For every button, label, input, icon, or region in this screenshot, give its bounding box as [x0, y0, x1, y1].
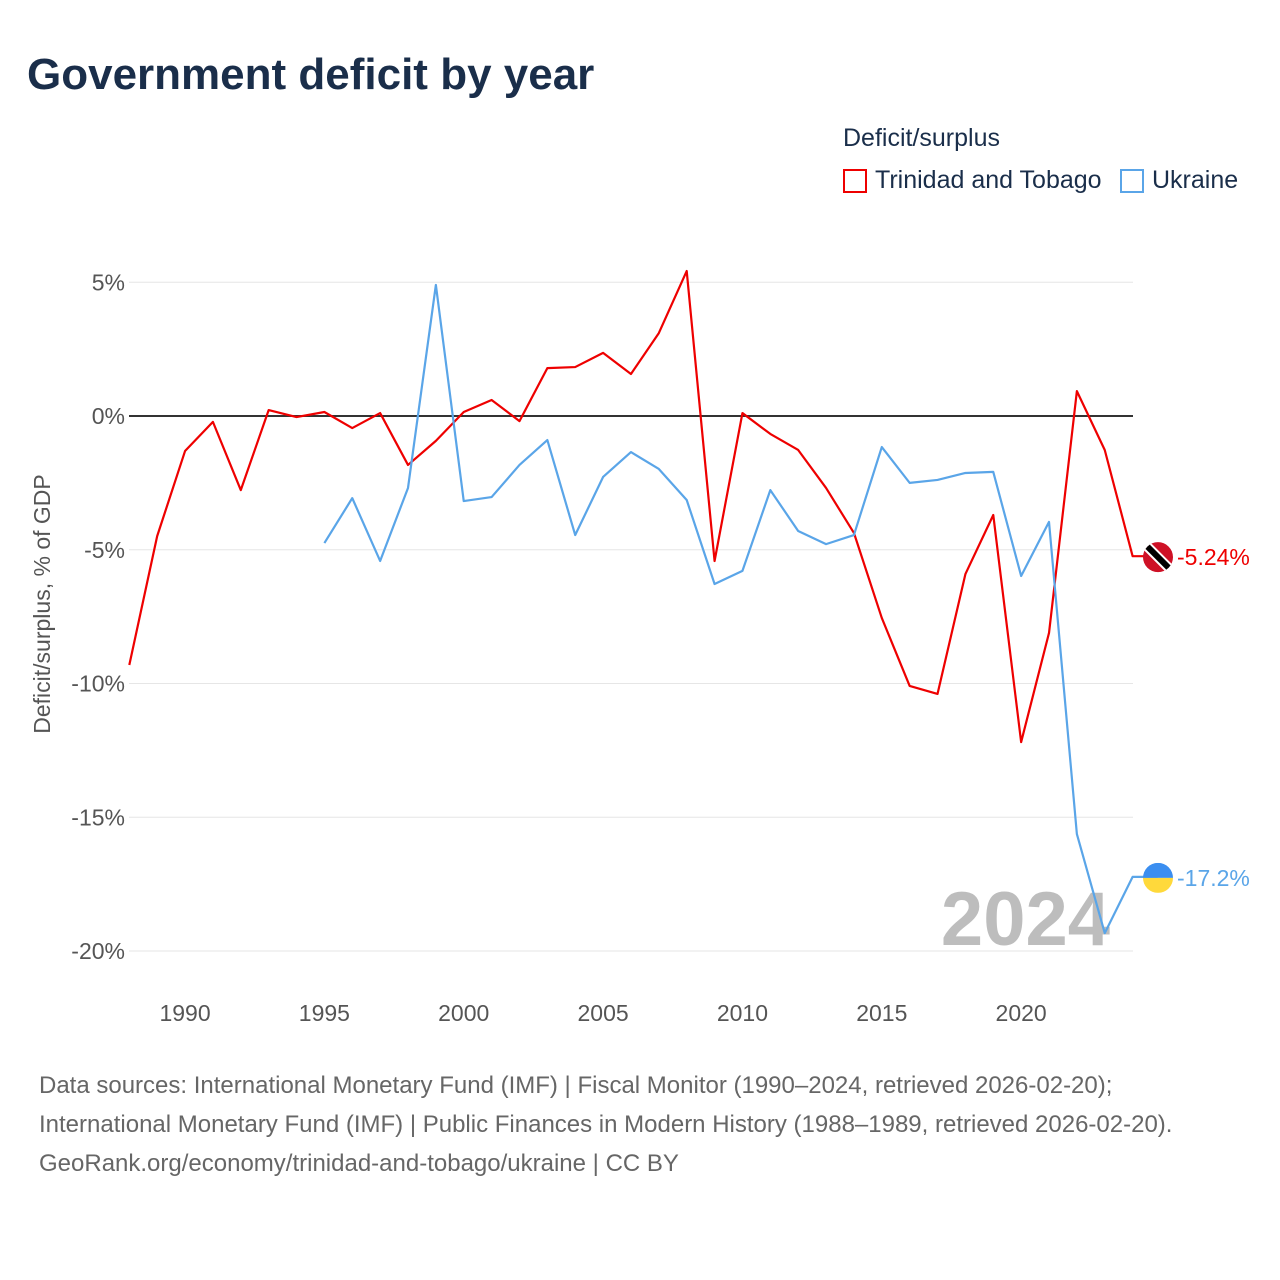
- x-tick-label: 2005: [578, 1000, 629, 1026]
- series-line-ukraine[interactable]: [323, 283, 1158, 935]
- y-axis-label: Deficit/surplus, % of GDP: [29, 474, 55, 733]
- y-tick-label: 0%: [92, 403, 125, 429]
- y-tick-label: -15%: [71, 804, 125, 830]
- x-tick-label: 2000: [438, 1000, 489, 1026]
- line-chart: 5% 0% -5% -10% -15% -20% 1990 1995 2000 2005 2010 2…: [29, 269, 1250, 1026]
- data-sources: Data sources: International Monetary Fun…: [39, 1072, 1173, 1138]
- x-tick-label: 1990: [159, 1000, 210, 1026]
- x-tick-label: 1995: [299, 1000, 350, 1026]
- ukraine-flag-icon: [1143, 862, 1173, 893]
- footer: Data sources: International Monetary Fun…: [39, 1066, 1239, 1183]
- y-tick-label: 5%: [92, 269, 125, 295]
- end-value-label: -5.24%: [1177, 544, 1250, 570]
- end-value-label: -17.2%: [1177, 865, 1250, 891]
- legend-item-trinidad[interactable]: Trinidad and Tobago: [843, 166, 1102, 195]
- chart-title: Government deficit by year: [27, 50, 595, 99]
- legend-swatch-trinidad: [843, 168, 867, 193]
- legend-item-ukraine[interactable]: Ukraine: [1120, 166, 1238, 195]
- y-tick-label: -20%: [71, 938, 125, 964]
- x-tick-label: 2010: [717, 1000, 768, 1026]
- x-tick-label: 2020: [996, 1000, 1047, 1026]
- credit-link[interactable]: GeoRank.org/economy/trinidad-and-tobago/…: [39, 1150, 679, 1177]
- legend-swatch-ukraine: [1120, 168, 1144, 193]
- y-tick-label: -10%: [71, 671, 125, 697]
- legend-label: Ukraine: [1152, 166, 1239, 194]
- year-watermark: 2024: [941, 877, 1110, 962]
- series-line-trinidad[interactable]: [128, 269, 1158, 744]
- legend-label: Trinidad and Tobago: [875, 166, 1102, 194]
- x-tick-label: 2015: [856, 1000, 907, 1026]
- y-tick-label: -5%: [84, 537, 125, 563]
- trinidad-flag-icon: [1143, 542, 1173, 573]
- legend-title: Deficit/surplus: [843, 124, 1000, 152]
